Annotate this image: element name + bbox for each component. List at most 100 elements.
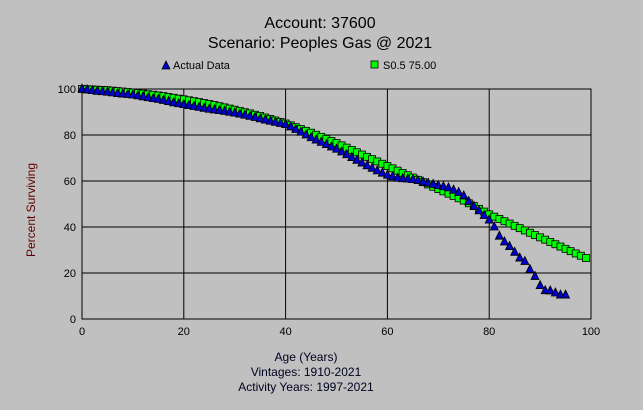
x-tick-label: 0 bbox=[79, 326, 85, 338]
actual-data-point bbox=[316, 136, 326, 146]
actual-data-point bbox=[408, 173, 418, 184]
actual-data-point bbox=[168, 96, 179, 107]
chart-subtitle: Scenario: Peoples Gas @ 2021 bbox=[208, 35, 432, 52]
actual-data-point bbox=[235, 108, 245, 118]
actual-data-point bbox=[199, 102, 209, 112]
actual-data-point bbox=[352, 154, 362, 164]
actual-data-point bbox=[174, 97, 184, 108]
actual-data-point bbox=[158, 94, 169, 104]
actual-data-point bbox=[454, 186, 464, 196]
actual-data-point bbox=[224, 106, 235, 116]
actual-data-point bbox=[163, 95, 174, 106]
actual-data-point bbox=[464, 195, 474, 206]
actual-data-point bbox=[428, 178, 438, 188]
x-axis-label: Age (Years) bbox=[275, 350, 338, 364]
actual-data-point bbox=[321, 138, 331, 149]
tick-labels: 0 20 40 60 80 100 0 20 40 60 80 100 bbox=[58, 84, 601, 338]
actual-data-point bbox=[336, 146, 347, 156]
actual-data-point bbox=[240, 109, 250, 119]
actual-data-point bbox=[301, 129, 311, 139]
actual-data-point bbox=[357, 157, 367, 167]
actual-data-point bbox=[423, 177, 433, 187]
actual-data-point bbox=[270, 116, 281, 126]
x-tick-label: 80 bbox=[483, 326, 495, 338]
actual-data-point bbox=[510, 246, 520, 256]
actual-data-point bbox=[245, 110, 255, 120]
actual-data-point bbox=[413, 174, 423, 184]
actual-data-point bbox=[275, 117, 286, 127]
plot-area-border bbox=[81, 88, 592, 320]
y-tick-label: 60 bbox=[64, 176, 76, 188]
actual-data-point bbox=[230, 107, 240, 117]
actual-data-point bbox=[306, 131, 316, 142]
actual-data-point bbox=[367, 162, 377, 172]
legend: Actual Data S0.5 75.00 bbox=[161, 60, 436, 72]
actual-data-point bbox=[535, 279, 545, 290]
actual-data-point bbox=[515, 252, 525, 262]
actual-data-point bbox=[525, 263, 535, 273]
activity-years-note: Activity Years: 1997-2021 bbox=[238, 380, 374, 394]
actual-data-point bbox=[219, 105, 230, 115]
data-marks bbox=[77, 83, 590, 299]
actual-data-point bbox=[179, 98, 189, 109]
actual-data-point bbox=[77, 83, 87, 93]
actual-data-point bbox=[489, 221, 499, 231]
actual-data-point bbox=[128, 89, 138, 99]
fitted-curve-point bbox=[582, 254, 590, 262]
actual-data-point bbox=[260, 114, 270, 124]
actual-data-point bbox=[494, 230, 505, 240]
chart-title: Account: 37600 bbox=[264, 15, 375, 32]
grid bbox=[81, 88, 592, 320]
actual-data-point bbox=[433, 179, 443, 190]
actual-data-point bbox=[194, 101, 204, 111]
actual-data-point bbox=[250, 111, 260, 121]
actual-data-point bbox=[138, 90, 148, 101]
actual-data-point bbox=[479, 209, 489, 219]
actual-data-point bbox=[443, 182, 454, 192]
x-tick-label: 100 bbox=[582, 326, 600, 338]
actual-data-point bbox=[143, 91, 153, 102]
actual-data-point bbox=[459, 190, 469, 200]
actual-data-point bbox=[133, 90, 143, 100]
actual-data-point bbox=[382, 169, 393, 179]
actual-data-point bbox=[387, 170, 398, 181]
actual-data-point bbox=[286, 121, 296, 131]
legend-label-fitted: S0.5 75.00 bbox=[383, 60, 436, 72]
actual-data-point bbox=[255, 113, 265, 123]
actual-data-point bbox=[520, 255, 530, 265]
y-tick-label: 100 bbox=[58, 84, 76, 96]
y-axis-label: Percent Surviving bbox=[24, 163, 38, 257]
actual-data-point bbox=[326, 141, 337, 151]
x-tick-label: 60 bbox=[381, 326, 393, 338]
actual-data-point bbox=[342, 148, 352, 159]
y-tick-label: 20 bbox=[64, 268, 76, 280]
actual-data-point bbox=[474, 205, 484, 215]
actual-data-point bbox=[560, 289, 571, 299]
actual-data-point bbox=[418, 176, 428, 186]
actual-data-point bbox=[504, 240, 515, 250]
actual-data-point bbox=[184, 99, 194, 109]
actual-data-point bbox=[438, 180, 449, 191]
vintages-note: Vintages: 1910-2021 bbox=[251, 365, 362, 379]
actual-data-point bbox=[189, 100, 199, 110]
legend-label-actual: Actual Data bbox=[173, 60, 231, 72]
actual-data-point bbox=[280, 118, 291, 129]
actual-data-point bbox=[372, 164, 382, 175]
actual-data-point bbox=[362, 159, 372, 170]
actual-data-point bbox=[347, 151, 357, 161]
y-tick-label: 40 bbox=[64, 222, 76, 234]
actual-data-point bbox=[448, 184, 459, 194]
actual-data-point bbox=[291, 123, 301, 133]
x-tick-label: 40 bbox=[279, 326, 291, 338]
actual-data-point bbox=[153, 93, 163, 103]
legend-triangle-icon bbox=[161, 60, 171, 70]
x-tick-label: 20 bbox=[178, 326, 190, 338]
legend-square-icon bbox=[370, 60, 379, 69]
actual-data-point bbox=[484, 214, 494, 224]
actual-data-point bbox=[311, 134, 321, 144]
actual-data-point bbox=[296, 126, 306, 136]
actual-data-point bbox=[499, 236, 510, 246]
actual-data-point bbox=[530, 270, 540, 280]
actual-data-point bbox=[331, 143, 342, 153]
y-tick-label: 80 bbox=[64, 130, 76, 142]
